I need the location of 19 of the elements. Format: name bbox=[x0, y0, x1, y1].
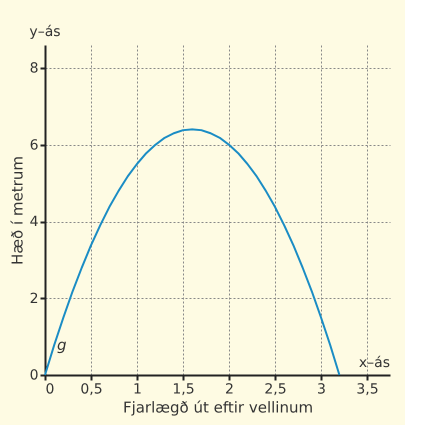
x-tick-label: 1 bbox=[133, 382, 142, 398]
x-tick-label: 0,5 bbox=[80, 382, 103, 398]
y-tick-label: 4 bbox=[30, 214, 39, 230]
x-tick-label: 0 bbox=[46, 382, 54, 398]
annotation: x–ás bbox=[358, 355, 390, 371]
x-tick-label: 2,5 bbox=[264, 382, 287, 398]
x-tick-label: 1,5 bbox=[172, 382, 195, 398]
y-axis-title: Hæð í metrum bbox=[8, 156, 27, 265]
x-tick-label: 3 bbox=[317, 382, 326, 398]
text: y–ás bbox=[29, 24, 61, 40]
y-tick-label: 2 bbox=[30, 290, 38, 307]
x-axis-title: Fjarlægð út eftir vellinum bbox=[122, 398, 314, 416]
y-tick-label: 8 bbox=[30, 60, 38, 77]
x-tick-label: 2 bbox=[225, 382, 234, 398]
y-tick-label: 6 bbox=[30, 137, 39, 154]
annotation: g bbox=[57, 336, 67, 354]
y-tick-label: 0 bbox=[30, 368, 38, 384]
x-tick-label: 3,5 bbox=[356, 382, 379, 398]
line-series bbox=[44, 128, 340, 376]
